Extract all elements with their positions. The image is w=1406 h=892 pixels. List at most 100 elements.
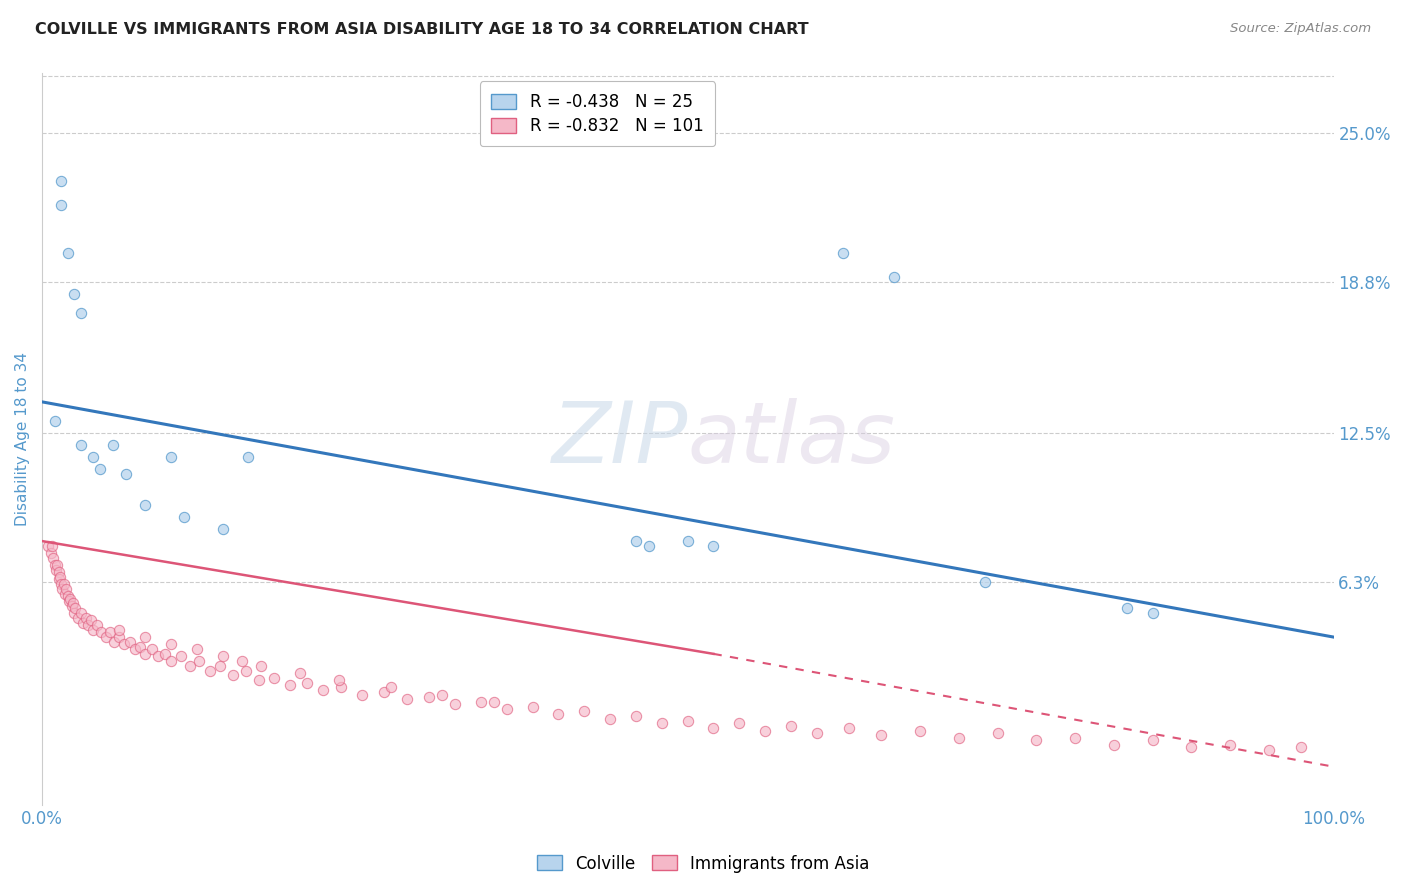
Point: [373, 685, 395, 699]
Point: [806, 726, 828, 740]
Point: [160, 637, 183, 651]
Point: [547, 706, 569, 721]
Point: [63, 286, 86, 301]
Point: [160, 654, 183, 668]
Point: [134, 630, 156, 644]
Point: [51, 174, 73, 188]
Point: [48, 573, 70, 587]
Point: [146, 649, 169, 664]
Point: [49, 570, 72, 584]
Point: [89, 462, 111, 476]
Point: [831, 246, 853, 260]
Point: [90, 625, 112, 640]
Point: [188, 654, 211, 668]
Point: [288, 666, 311, 681]
Point: [624, 534, 647, 549]
Point: [96, 630, 118, 644]
Point: [780, 719, 803, 733]
Point: [98, 625, 121, 640]
Point: [638, 539, 661, 553]
Point: [56, 246, 79, 260]
Point: [86, 618, 108, 632]
Point: [118, 635, 141, 649]
Point: [173, 510, 195, 524]
Point: [883, 270, 905, 285]
Point: [1102, 738, 1125, 752]
Point: [160, 450, 183, 464]
Point: [75, 611, 97, 625]
Point: [1064, 731, 1087, 745]
Y-axis label: Disability Age 18 to 34: Disability Age 18 to 34: [15, 352, 30, 526]
Point: [330, 681, 353, 695]
Point: [838, 721, 860, 735]
Point: [46, 558, 69, 572]
Point: [82, 623, 104, 637]
Point: [62, 597, 84, 611]
Point: [69, 306, 91, 320]
Point: [1219, 738, 1241, 752]
Point: [58, 594, 80, 608]
Text: ZIP: ZIP: [551, 398, 688, 481]
Point: [432, 688, 454, 702]
Point: [60, 599, 83, 613]
Point: [247, 673, 270, 688]
Point: [69, 606, 91, 620]
Point: [418, 690, 440, 704]
Point: [728, 716, 751, 731]
Point: [44, 558, 66, 572]
Point: [444, 698, 467, 712]
Point: [908, 723, 931, 738]
Text: COLVILLE VS IMMIGRANTS FROM ASIA DISABILITY AGE 18 TO 34 CORRELATION CHART: COLVILLE VS IMMIGRANTS FROM ASIA DISABIL…: [35, 22, 808, 37]
Point: [63, 606, 86, 620]
Point: [1142, 606, 1164, 620]
Point: [51, 198, 73, 212]
Point: [134, 647, 156, 661]
Point: [55, 582, 77, 596]
Point: [211, 522, 233, 536]
Point: [482, 695, 505, 709]
Point: [278, 678, 301, 692]
Point: [870, 729, 893, 743]
Point: [52, 577, 75, 591]
Point: [1142, 733, 1164, 747]
Point: [53, 587, 76, 601]
Point: [44, 414, 66, 428]
Point: [114, 637, 136, 651]
Text: atlas: atlas: [688, 398, 896, 481]
Point: [250, 658, 273, 673]
Point: [470, 695, 492, 709]
Point: [352, 688, 374, 702]
Point: [77, 618, 100, 632]
Point: [59, 591, 82, 606]
Point: [198, 664, 221, 678]
Point: [702, 721, 724, 735]
Point: [574, 705, 596, 719]
Point: [141, 642, 163, 657]
Point: [51, 577, 73, 591]
Point: [1258, 743, 1281, 757]
Point: [651, 716, 673, 731]
Point: [396, 692, 419, 706]
Point: [51, 582, 73, 596]
Point: [380, 681, 402, 695]
Point: [108, 623, 131, 637]
Point: [987, 726, 1010, 740]
Point: [676, 714, 699, 728]
Point: [235, 664, 257, 678]
Point: [56, 589, 79, 603]
Point: [295, 675, 318, 690]
Point: [973, 574, 995, 589]
Point: [42, 550, 65, 565]
Point: [209, 658, 232, 673]
Point: [1115, 601, 1137, 615]
Point: [129, 640, 152, 654]
Point: [37, 539, 59, 553]
Text: Source: ZipAtlas.com: Source: ZipAtlas.com: [1230, 22, 1371, 36]
Point: [82, 450, 104, 464]
Point: [39, 546, 62, 560]
Point: [66, 611, 89, 625]
Point: [80, 613, 103, 627]
Point: [948, 731, 970, 745]
Point: [114, 467, 136, 481]
Point: [702, 539, 724, 553]
